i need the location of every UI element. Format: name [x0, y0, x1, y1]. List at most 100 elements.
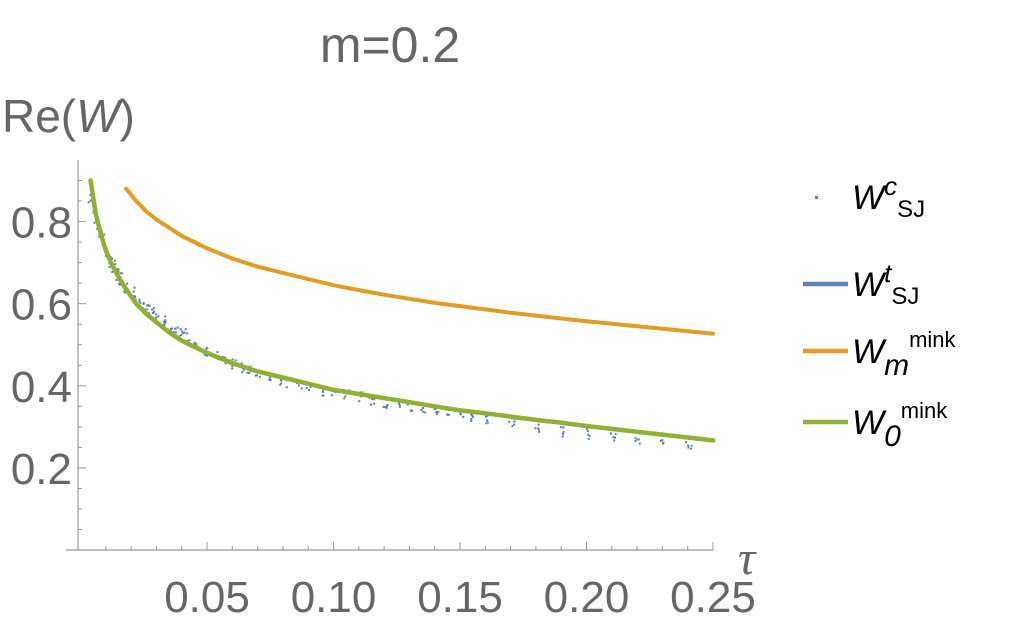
scatter-point — [634, 437, 637, 440]
scatter-point — [586, 430, 589, 433]
scatter-point — [562, 431, 565, 434]
scatter-point — [111, 270, 114, 273]
scatter-point — [216, 351, 219, 354]
scatter-point — [268, 376, 271, 379]
scatter-point — [446, 413, 449, 416]
scatter-point — [472, 416, 475, 419]
scatter-point — [184, 328, 187, 331]
scatter-point — [435, 410, 438, 413]
scatter-point — [138, 298, 141, 301]
scatter-point — [322, 394, 325, 397]
scatter-point — [118, 283, 121, 286]
scatter-point — [138, 300, 141, 303]
scatter-point — [486, 421, 489, 424]
scatter-point — [181, 330, 184, 333]
scatter-point — [484, 415, 487, 418]
scatter-point — [155, 313, 158, 316]
scatter-point — [398, 405, 401, 408]
scatter-point — [119, 283, 122, 286]
scatter-point — [134, 295, 137, 298]
y-axis-label-suffix: ) — [120, 90, 135, 142]
scatter-point — [151, 308, 154, 311]
scatter-point — [297, 384, 300, 387]
scatter-point — [89, 199, 92, 202]
scatter-point — [170, 327, 173, 330]
legend-label-subscript: SJ — [897, 196, 925, 223]
scatter-point — [420, 408, 423, 411]
scatter-point — [182, 332, 185, 335]
scatter-point — [115, 279, 118, 282]
legend-label-base: W — [852, 266, 887, 304]
scatter-point — [470, 419, 473, 422]
scatter-point — [437, 411, 440, 414]
scatter-point — [561, 432, 564, 435]
scatter-point — [186, 332, 189, 335]
scatter-point — [511, 425, 514, 428]
scatter-point — [382, 406, 385, 409]
x-axis-label: τ — [738, 532, 757, 585]
marks — [87, 178, 716, 450]
scatter-point — [485, 419, 488, 422]
scatter-point — [279, 383, 282, 386]
scatter-point — [142, 302, 145, 305]
scatter-point — [155, 316, 158, 319]
scatter-point — [146, 308, 149, 311]
scatter-point — [119, 272, 122, 275]
scatter-point — [560, 426, 563, 429]
scatter-point — [176, 326, 179, 329]
scatter-point — [120, 272, 123, 275]
y-tick-label: 0.8 — [11, 199, 72, 248]
scatter-point — [588, 434, 591, 437]
scatter-point — [98, 235, 101, 238]
series-line-wm-mink — [124, 186, 715, 336]
scatter-point — [152, 310, 155, 313]
scatter-point — [174, 331, 177, 334]
scatter-point — [242, 369, 245, 372]
scatter-point — [398, 403, 401, 406]
scatter-point — [485, 422, 488, 425]
scatter-point — [634, 439, 637, 442]
scatter-point — [360, 391, 363, 394]
scatter-point — [152, 307, 155, 310]
scatter-point — [234, 359, 237, 362]
scatter-point — [386, 405, 389, 408]
scatter-point — [462, 415, 465, 418]
scatter-point — [258, 375, 261, 378]
scatter-point — [344, 395, 347, 398]
scatter-point — [188, 339, 191, 342]
scatter-point — [300, 387, 303, 390]
scatter-point — [280, 382, 283, 385]
scatter-point — [372, 402, 375, 405]
scatter-point — [172, 331, 175, 334]
legend-entry: WtSJ — [803, 258, 919, 310]
scatter-point — [411, 409, 414, 412]
scatter-point — [513, 420, 516, 423]
scatter-point — [205, 348, 208, 351]
scatter-point — [659, 439, 662, 442]
y-axis-label-prefix: Re( — [2, 90, 77, 142]
legend-label: WtSJ — [852, 258, 919, 310]
scatter-point — [108, 265, 111, 268]
scatter-point — [241, 371, 244, 374]
scatter-point — [661, 439, 664, 442]
scatter-point — [587, 437, 590, 440]
scatter-point — [178, 335, 181, 338]
legend-label: Wmmink — [852, 327, 957, 382]
scatter-point — [371, 398, 374, 401]
scatter-point — [179, 328, 182, 331]
x-tick-label: 0.10 — [291, 573, 377, 622]
scatter-point — [384, 405, 387, 408]
scatter-point — [305, 387, 308, 390]
scatter-point — [194, 342, 197, 345]
legend-label-subscript: 0 — [884, 420, 901, 453]
scatter-point — [231, 365, 234, 368]
scatter-point — [687, 444, 690, 447]
y-tick-label: 0.6 — [11, 281, 72, 330]
scatter-point — [538, 430, 541, 433]
scatter-point — [433, 407, 436, 410]
legend-label-subscript: SJ — [891, 283, 919, 310]
scatter-point — [133, 286, 136, 289]
scatter-point — [406, 403, 409, 406]
scatter-point — [358, 400, 361, 403]
x-tick-label: 0.25 — [670, 573, 756, 622]
